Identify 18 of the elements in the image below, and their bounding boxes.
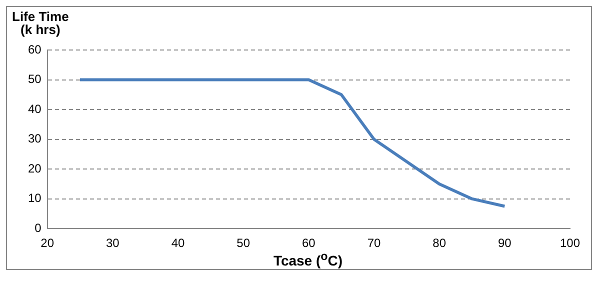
x-tick-label: 60 xyxy=(302,236,316,250)
x-tick-label: 80 xyxy=(432,236,446,250)
x-tick-label: 70 xyxy=(367,236,381,250)
x-tick-label: 50 xyxy=(236,236,250,250)
x-tick-label: 40 xyxy=(171,236,186,250)
x-tick-label: 100 xyxy=(560,236,580,250)
y-tick-label: 30 xyxy=(28,132,42,146)
y-tick-label: 60 xyxy=(28,42,42,56)
y-axis-title: Life Time (k hrs) xyxy=(12,9,69,37)
x-tick-label: 90 xyxy=(498,236,512,250)
y-tick-label: 40 xyxy=(28,102,42,116)
y-tick-label: 50 xyxy=(28,72,42,86)
y-tick-label: 10 xyxy=(28,191,42,206)
y-tick-label: 0 xyxy=(34,220,42,235)
x-axis-title: Tcase ($^{o}$C) xyxy=(272,250,344,269)
y-tick-label: 20 xyxy=(28,161,42,176)
x-tick-label: 30 xyxy=(106,236,120,250)
x-tick-label: 20 xyxy=(40,236,54,250)
